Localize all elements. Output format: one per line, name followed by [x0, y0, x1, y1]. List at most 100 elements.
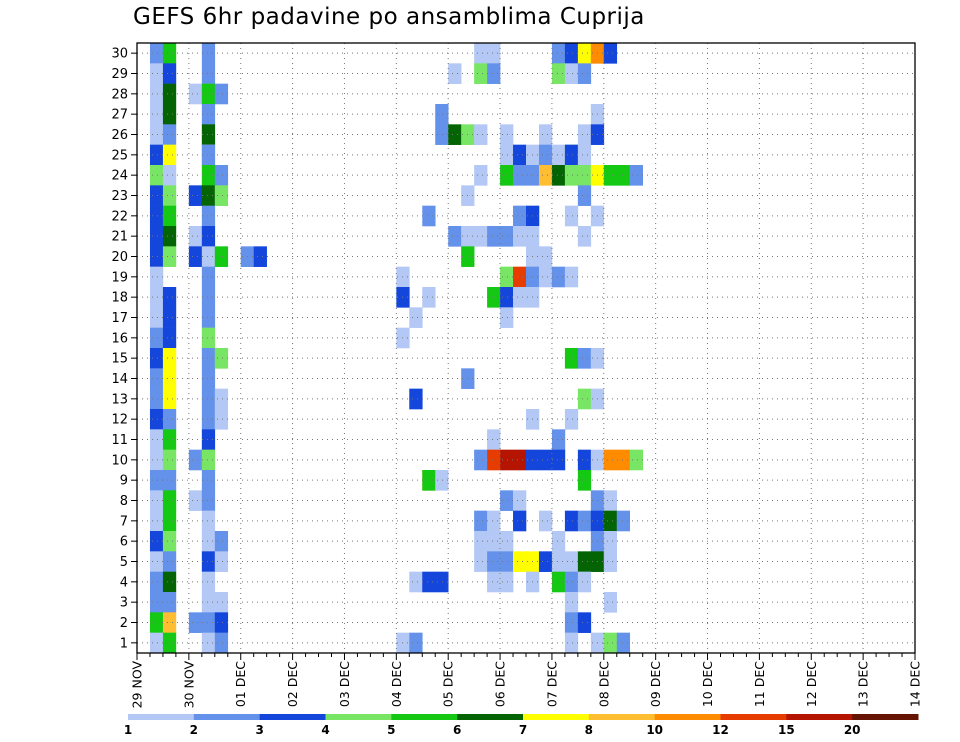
heatmap-cell [564, 43, 579, 64]
heatmap-cell [422, 287, 436, 308]
x-tick-label: 10 DEC [700, 661, 715, 707]
heatmap-cell [448, 63, 462, 84]
heatmap-cell [162, 205, 177, 227]
heatmap-cell [149, 124, 164, 145]
heatmap-cell [188, 490, 203, 511]
heatmap-cell [214, 551, 229, 572]
heatmap-cell [603, 531, 618, 552]
legend-swatch [588, 714, 656, 720]
heatmap-cell [435, 470, 449, 491]
heatmap-cell [149, 348, 164, 369]
heatmap-cell [500, 490, 514, 511]
legend-swatch [852, 714, 919, 720]
heatmap-cell [201, 226, 216, 247]
legend-swatch [720, 714, 787, 720]
heatmap-cell [500, 287, 514, 308]
y-tick-label: 3 [120, 596, 128, 611]
heatmap-cell [201, 63, 216, 84]
y-tick-label: 11 [111, 433, 128, 448]
y-tick-label: 8 [120, 494, 128, 509]
legend-swatch [457, 714, 524, 720]
heatmap-cell [214, 409, 229, 430]
legend-label: 3 [255, 723, 263, 737]
heatmap-cell [551, 165, 566, 186]
heatmap-cell [149, 144, 164, 166]
heatmap-cell [162, 287, 177, 308]
heatmap-cell [435, 571, 449, 593]
legend-label: 2 [190, 723, 198, 737]
heatmap-cell [149, 429, 164, 450]
heatmap-cell [577, 124, 592, 145]
heatmap-cell [214, 612, 229, 633]
heatmap-cell [577, 470, 592, 491]
heatmap-cell [201, 287, 216, 308]
heatmap-cell [564, 144, 579, 166]
heatmap-cell [564, 510, 579, 532]
heatmap-cell [149, 409, 164, 430]
y-tick-label: 15 [111, 352, 128, 367]
heatmap-cell [162, 104, 177, 125]
y-tick-label: 16 [111, 331, 128, 346]
heatmap-cell [201, 246, 216, 267]
heatmap-cell [162, 43, 177, 64]
heatmap-cell [201, 429, 216, 450]
y-tick-label: 6 [120, 535, 128, 550]
heatmap-cell [551, 266, 566, 288]
heatmap-cell [538, 165, 553, 186]
heatmap-cell [474, 226, 488, 247]
y-tick-label: 12 [111, 413, 128, 428]
heatmap-cell [538, 449, 553, 471]
chart-title: GEFS 6hr padavine po ansamblima Cuprija [133, 4, 645, 30]
heatmap-cell [162, 165, 177, 186]
x-tick-label: 09 DEC [648, 661, 663, 707]
heatmap-cell [149, 307, 164, 328]
heatmap-cell [162, 632, 177, 654]
color-legend: 1 2 3 4 5 6 7 8 10 12 15 20 [124, 714, 919, 737]
heatmap-cell [564, 592, 579, 613]
heatmap-cell [564, 165, 579, 186]
heatmap-cell [162, 490, 177, 511]
heatmap-cell [435, 124, 449, 145]
heatmap-cell [513, 205, 527, 227]
heatmap-cell [513, 266, 527, 288]
heatmap-cell [513, 449, 527, 471]
heatmap-cell [201, 185, 216, 206]
heatmap-cell [513, 287, 527, 308]
heatmap-cell [149, 531, 164, 552]
y-tick-label: 9 [120, 474, 128, 489]
heatmap-cell [149, 246, 164, 267]
x-tick-label: 12 DEC [804, 661, 819, 707]
heatmap-cell [201, 409, 216, 430]
heatmap-cell [162, 327, 177, 349]
heatmap-cell [616, 165, 631, 186]
heatmap-cell [188, 185, 203, 206]
y-tick-label: 1 [120, 636, 128, 651]
heatmap-cell [500, 307, 514, 328]
heatmap-cell [603, 449, 618, 471]
heatmap-cell [577, 612, 592, 633]
heatmap-cell [577, 571, 592, 593]
heatmap-cell [551, 449, 566, 471]
heatmap-cell [149, 226, 164, 247]
heatmap-cell [201, 449, 216, 471]
legend-label: 10 [646, 723, 663, 737]
heatmap-cell [616, 632, 631, 654]
heatmap-cell [564, 571, 579, 593]
heatmap-cell [162, 348, 177, 369]
grid-lines [137, 43, 915, 653]
heatmap-cell [500, 226, 514, 247]
heatmap-cell [564, 551, 579, 572]
heatmap-cell [409, 388, 423, 410]
heatmap-cell [487, 551, 501, 572]
heatmap-cell [564, 266, 579, 288]
heatmap-cell [162, 449, 177, 471]
y-tick-label: 21 [111, 230, 128, 245]
heatmap-cell [603, 632, 618, 654]
heatmap-cell [188, 83, 203, 105]
heatmap-cell [162, 592, 177, 613]
x-tick-label: 01 DEC [233, 661, 248, 707]
heatmap-cell [149, 592, 164, 613]
heatmap-cell [500, 144, 514, 166]
y-tick-label: 29 [111, 67, 128, 82]
